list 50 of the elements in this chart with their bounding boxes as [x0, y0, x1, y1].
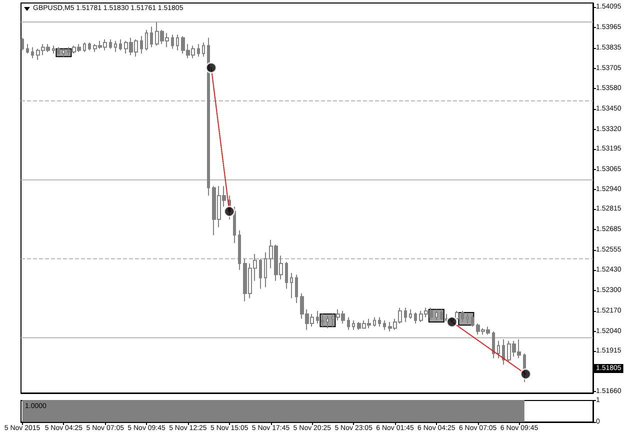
point	[224, 206, 236, 218]
point	[446, 316, 458, 328]
candlestick	[471, 315, 474, 328]
candlestick	[207, 37, 210, 196]
candlestick	[114, 40, 117, 52]
candlestick	[238, 230, 241, 270]
candlestick	[285, 261, 288, 290]
candlestick	[259, 258, 262, 290]
candlestick	[109, 38, 112, 50]
candlestick	[492, 330, 495, 359]
candlestick	[88, 42, 91, 51]
candlestick	[316, 310, 319, 324]
candlestick	[52, 45, 55, 54]
candlestick	[150, 26, 153, 48]
candlestick	[409, 308, 412, 320]
candlestick	[21, 37, 24, 51]
candlestick	[373, 316, 376, 328]
candlestick	[497, 340, 500, 359]
candlestick	[140, 36, 143, 54]
candlestick	[461, 310, 464, 322]
candlestick	[321, 314, 324, 328]
candlestick	[502, 338, 505, 366]
candlestick	[466, 314, 469, 324]
candlestick	[83, 42, 86, 52]
candlestick	[264, 252, 267, 288]
candlestick	[326, 315, 329, 329]
candlestick	[404, 307, 407, 322]
candlestick	[440, 308, 443, 321]
candlestick	[523, 353, 526, 382]
candlestick	[290, 272, 293, 299]
candlestick	[295, 274, 298, 304]
candlestick	[414, 312, 417, 324]
candlestick	[176, 34, 179, 51]
candlestick	[62, 48, 65, 58]
candlestick	[57, 46, 60, 56]
point	[205, 62, 217, 74]
candlestick	[197, 44, 200, 58]
candlestick	[352, 320, 355, 330]
candlestick	[378, 316, 381, 328]
candlestick	[233, 206, 236, 244]
candlestick	[26, 44, 29, 54]
candlestick	[145, 29, 148, 51]
candlestick	[202, 42, 205, 58]
candlestick	[435, 308, 438, 321]
candlestick	[31, 46, 34, 59]
candlestick	[171, 34, 174, 50]
candlestick	[119, 38, 122, 51]
candlestick	[347, 316, 350, 330]
point	[520, 368, 532, 380]
candlestick	[383, 320, 386, 330]
